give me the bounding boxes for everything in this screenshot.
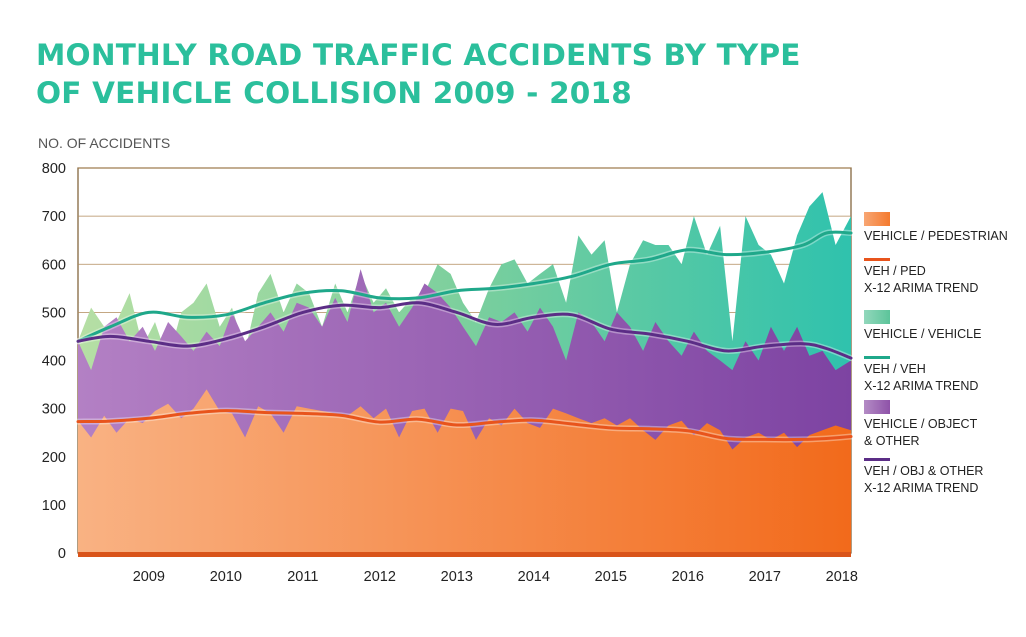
trend-line-layer (75, 229, 854, 443)
y-axis-label: NO. OF ACCIDENTS (38, 135, 171, 151)
y-tick-label: 0 (58, 546, 66, 562)
legend-swatch (864, 400, 890, 414)
y-tick-label: 200 (42, 450, 66, 466)
legend-label: VEH / OBJ & OTHER X-12 ARIMA TREND (864, 464, 984, 495)
x-tick-label: 2009 (133, 569, 165, 585)
legend-label: VEH / PED X-12 ARIMA TREND (864, 264, 979, 295)
legend-swatch (864, 458, 890, 461)
x-tick-label: 2010 (210, 569, 242, 585)
y-tick-label: 300 (42, 402, 66, 418)
trend-line-veh-ped-x-12-arima-trend (76, 409, 853, 442)
x-tick-label: 2017 (749, 569, 781, 585)
legend-swatch (864, 258, 890, 261)
x-tick-label: 2011 (287, 569, 318, 585)
legend-swatch (864, 356, 890, 359)
legend-label: VEH / VEH X-12 ARIMA TREND (864, 362, 979, 393)
y-tick-label: 100 (42, 498, 66, 514)
legend-swatch (864, 310, 890, 324)
chart-title: MONTHLY ROAD TRAFFIC ACCIDENTS BY TYPE O… (36, 38, 801, 110)
legend-label: VEHICLE / OBJECT & OTHER (864, 417, 978, 448)
y-tick-label: 400 (42, 354, 66, 370)
x-tick-label: 2013 (441, 569, 473, 585)
x-tick-label: 2016 (672, 569, 704, 585)
legend-item: VEHICLE / VEHICLE (864, 310, 981, 343)
legend-item: VEH / PED X-12 ARIMA TREND (864, 258, 978, 297)
axis-layer: 0 100 200 300 400 500 600 700 800 2009 2010 2011 201… (42, 161, 858, 585)
legend-label: VEHICLE / VEHICLE (864, 327, 982, 341)
x-tick-label: 2014 (518, 569, 550, 585)
y-tick-label: 700 (42, 209, 66, 225)
y-tick-label: 600 (42, 257, 66, 273)
legend-swatch (864, 212, 890, 226)
legend-item: VEHICLE / OBJECT & OTHER (864, 400, 977, 450)
y-tick-label: 500 (42, 305, 66, 321)
trend-line-veh-veh-x-12-arima-trend (76, 230, 853, 343)
trend-line-veh-obj-other-x-12-arima-trend (76, 301, 853, 360)
x-tick-label: 2015 (595, 569, 627, 585)
legend-item: VEH / OBJ & OTHER X-12 ARIMA TREND (864, 458, 983, 497)
legend-item: VEHICLE / PEDESTRIAN (864, 212, 1008, 245)
x-tick-label: 2012 (364, 569, 396, 585)
area-vehicle-pedestrian (78, 389, 851, 553)
area-layer (78, 192, 851, 553)
legend-label: VEHICLE / PEDESTRIAN (864, 229, 1008, 243)
y-tick-label: 800 (42, 161, 66, 177)
x-tick-label: 2018 (826, 569, 858, 585)
x-axis-bar (78, 552, 851, 557)
legend-item: VEH / VEH X-12 ARIMA TREND (864, 356, 978, 395)
